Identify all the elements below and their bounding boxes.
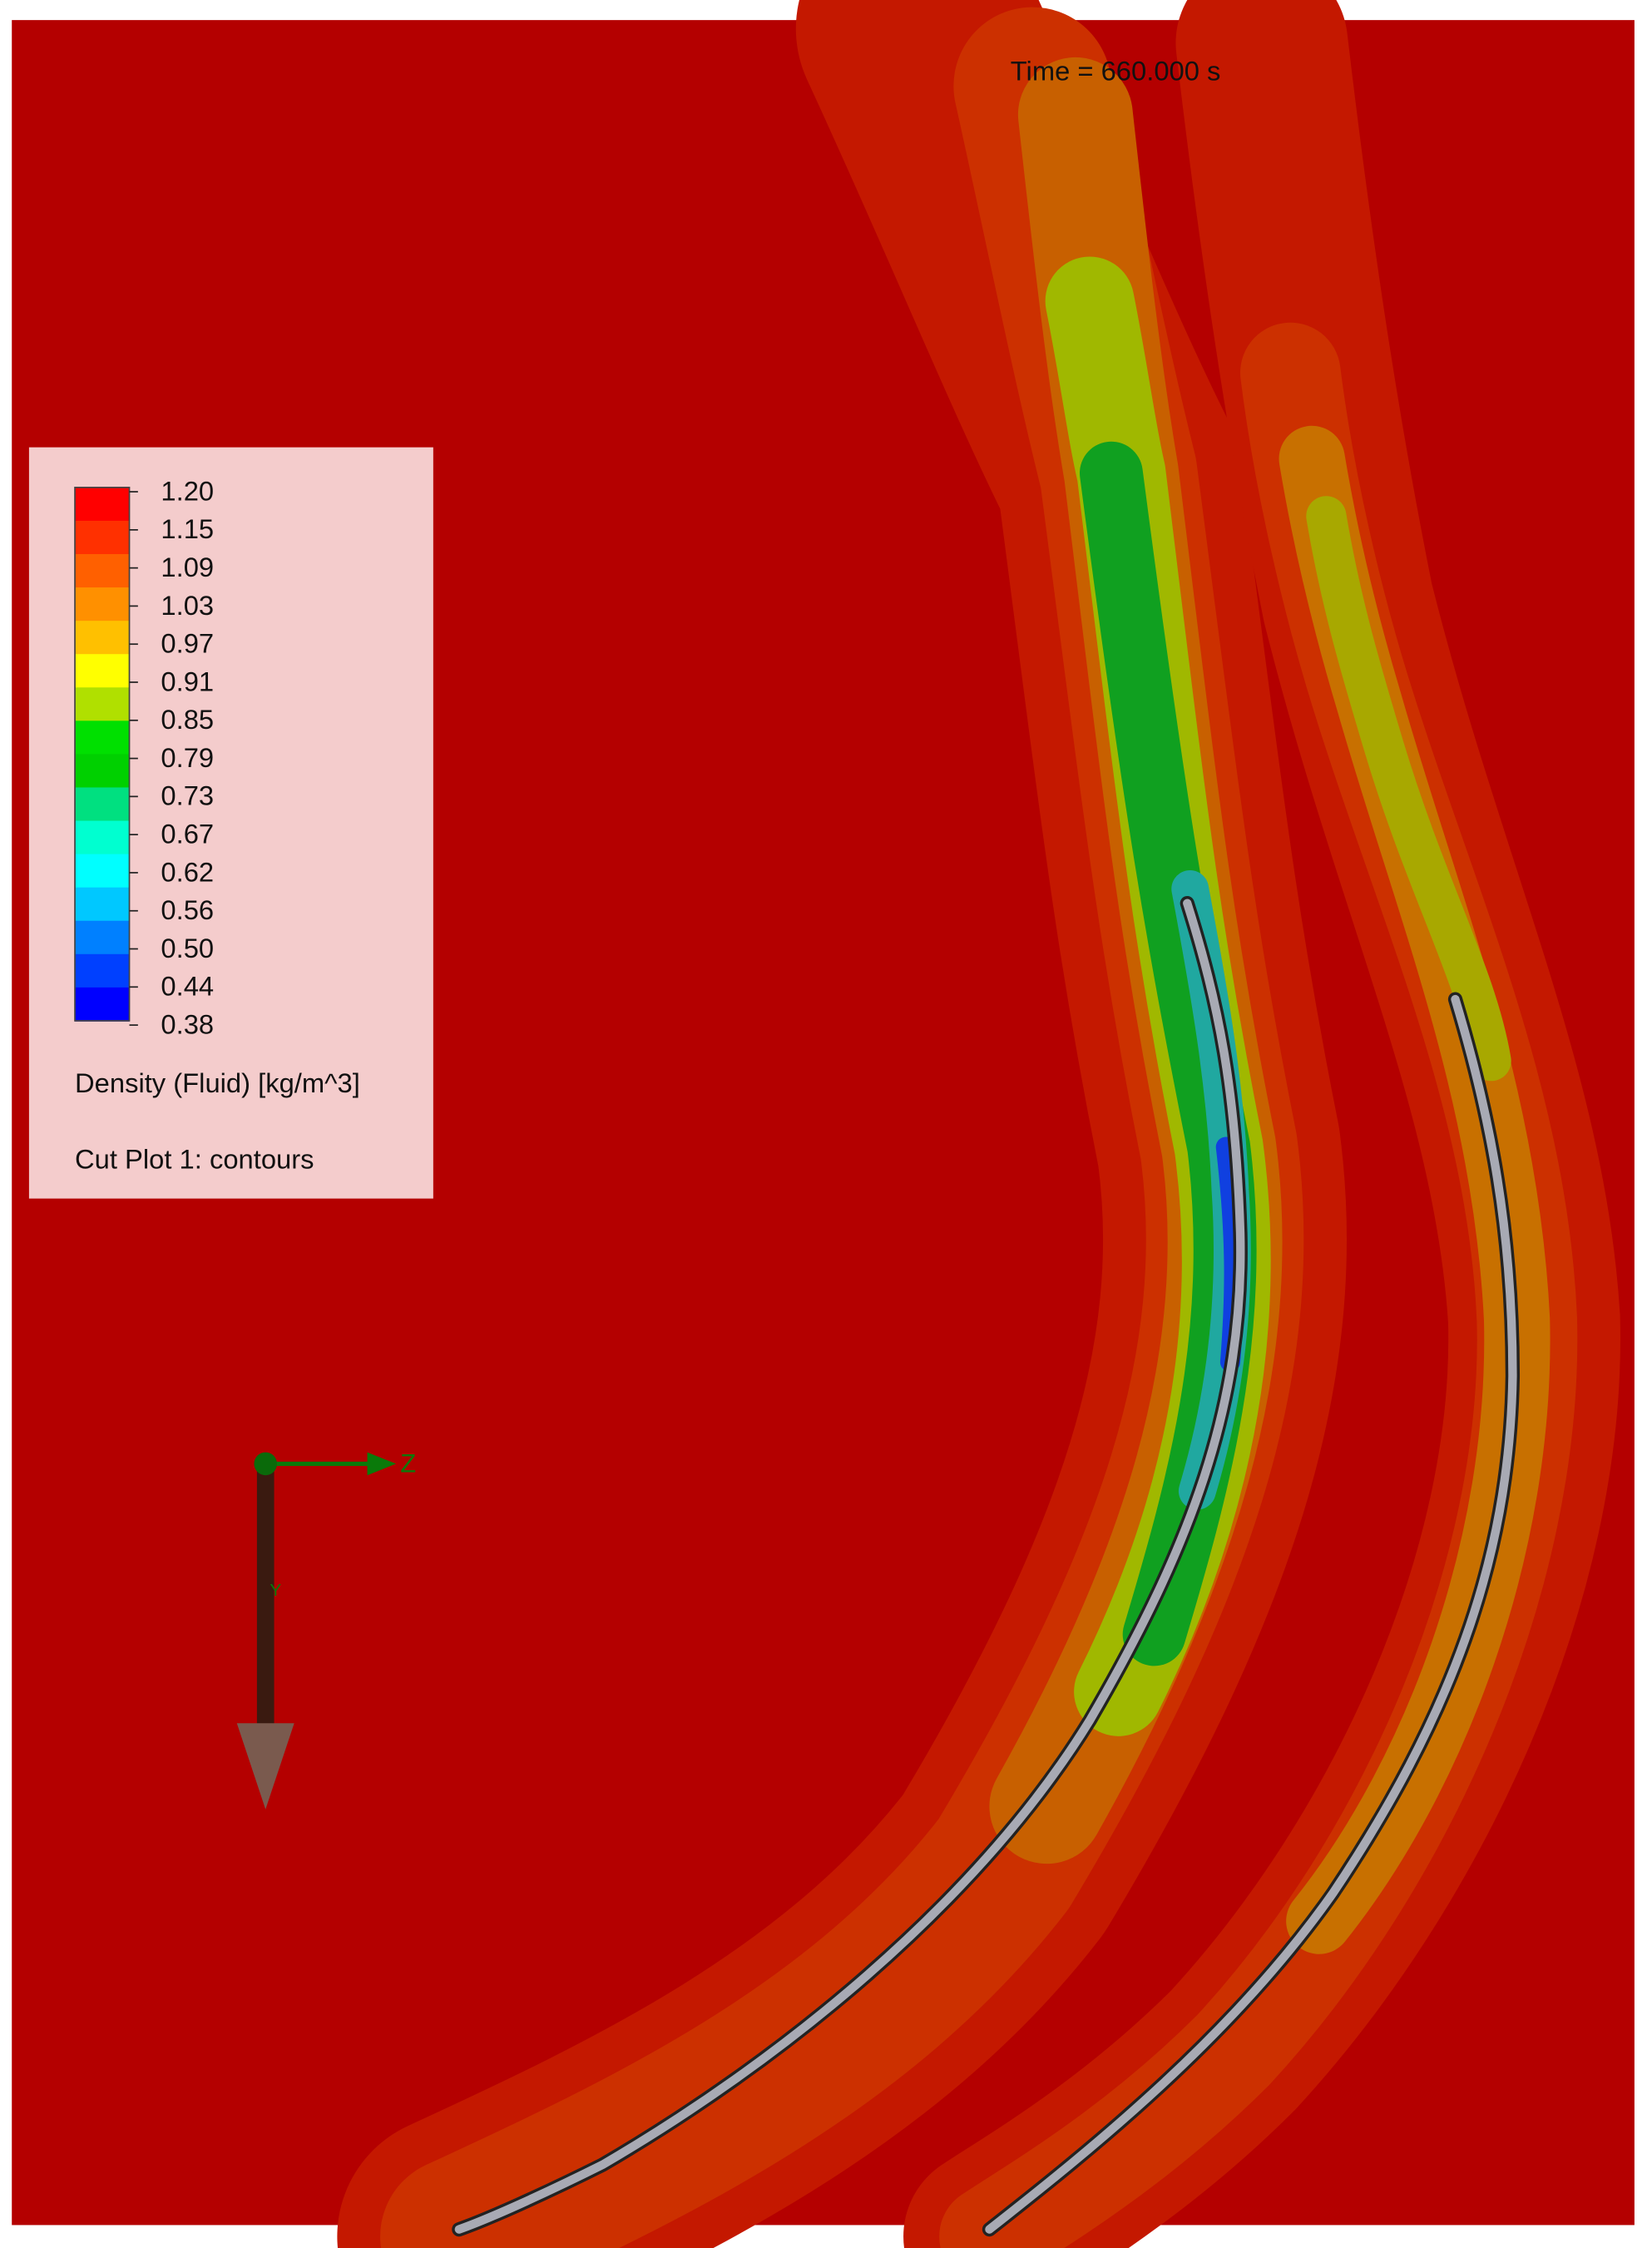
tick-label: 0.67 — [161, 819, 214, 849]
legend: 1.20 1.15 1.09 1.03 0.97 0.91 0.85 0.79 0.73 0.67… — [28, 447, 433, 1199]
tick-label: 0.44 — [161, 971, 214, 1002]
colorbar-band — [75, 754, 130, 789]
colorbar — [74, 487, 131, 1022]
plume-yellow — [1306, 496, 1511, 1082]
plumes — [337, 0, 1620, 2248]
y-label: Y — [270, 1581, 281, 1600]
tick-label: 0.56 — [161, 894, 214, 925]
tick-label: 0.91 — [161, 666, 214, 696]
colorbar-band — [75, 953, 130, 988]
tick-label: 0.73 — [161, 780, 214, 811]
legend-ticks: 1.20 1.15 1.09 1.03 0.97 0.91 0.85 0.79 0.73 0.67… — [129, 475, 214, 1039]
tick-label: 0.38 — [161, 1008, 214, 1039]
colorbar-band — [75, 854, 130, 889]
colorbar-frame — [74, 487, 131, 1022]
wire — [985, 994, 1517, 2234]
y-axis — [256, 1463, 275, 1730]
axis-triad: Z Y — [236, 1448, 416, 1810]
colorbar-band — [75, 987, 130, 1022]
y-arrow — [236, 1723, 294, 1810]
colorbar-band — [75, 687, 130, 722]
colorbar-band — [75, 520, 130, 555]
wire — [454, 899, 1245, 2234]
tick-label: 0.50 — [161, 933, 214, 963]
tick-label: 0.62 — [161, 856, 214, 887]
colorbar-band — [75, 554, 130, 588]
time-label: Time = 660.000 s — [1011, 56, 1221, 87]
tick-label: 0.85 — [161, 704, 214, 735]
z-arrow — [367, 1452, 397, 1476]
tick-label: 0.97 — [161, 628, 214, 659]
colorbar-band — [75, 587, 130, 622]
tick-label: 1.09 — [161, 552, 214, 582]
tick-label: 1.20 — [161, 475, 214, 506]
tick-label: 1.03 — [161, 590, 214, 621]
tick-label: 1.15 — [161, 513, 214, 544]
colorbar-band — [75, 487, 130, 522]
colorbar-band — [75, 654, 130, 689]
origin — [254, 1452, 278, 1476]
colorbar-band — [75, 720, 130, 755]
legend-quantity: Density (Fluid) [kg/m^3] — [75, 1067, 360, 1098]
colorbar-band — [75, 787, 130, 822]
colorbar-band — [75, 920, 130, 955]
colorbar-band — [75, 820, 130, 855]
legend-plot-name: Cut Plot 1: contours — [75, 1143, 314, 1174]
z-label: Z — [400, 1448, 416, 1478]
colorbar-band — [75, 621, 130, 656]
colorbar-band — [75, 887, 130, 922]
tick-label: 0.79 — [161, 742, 214, 773]
